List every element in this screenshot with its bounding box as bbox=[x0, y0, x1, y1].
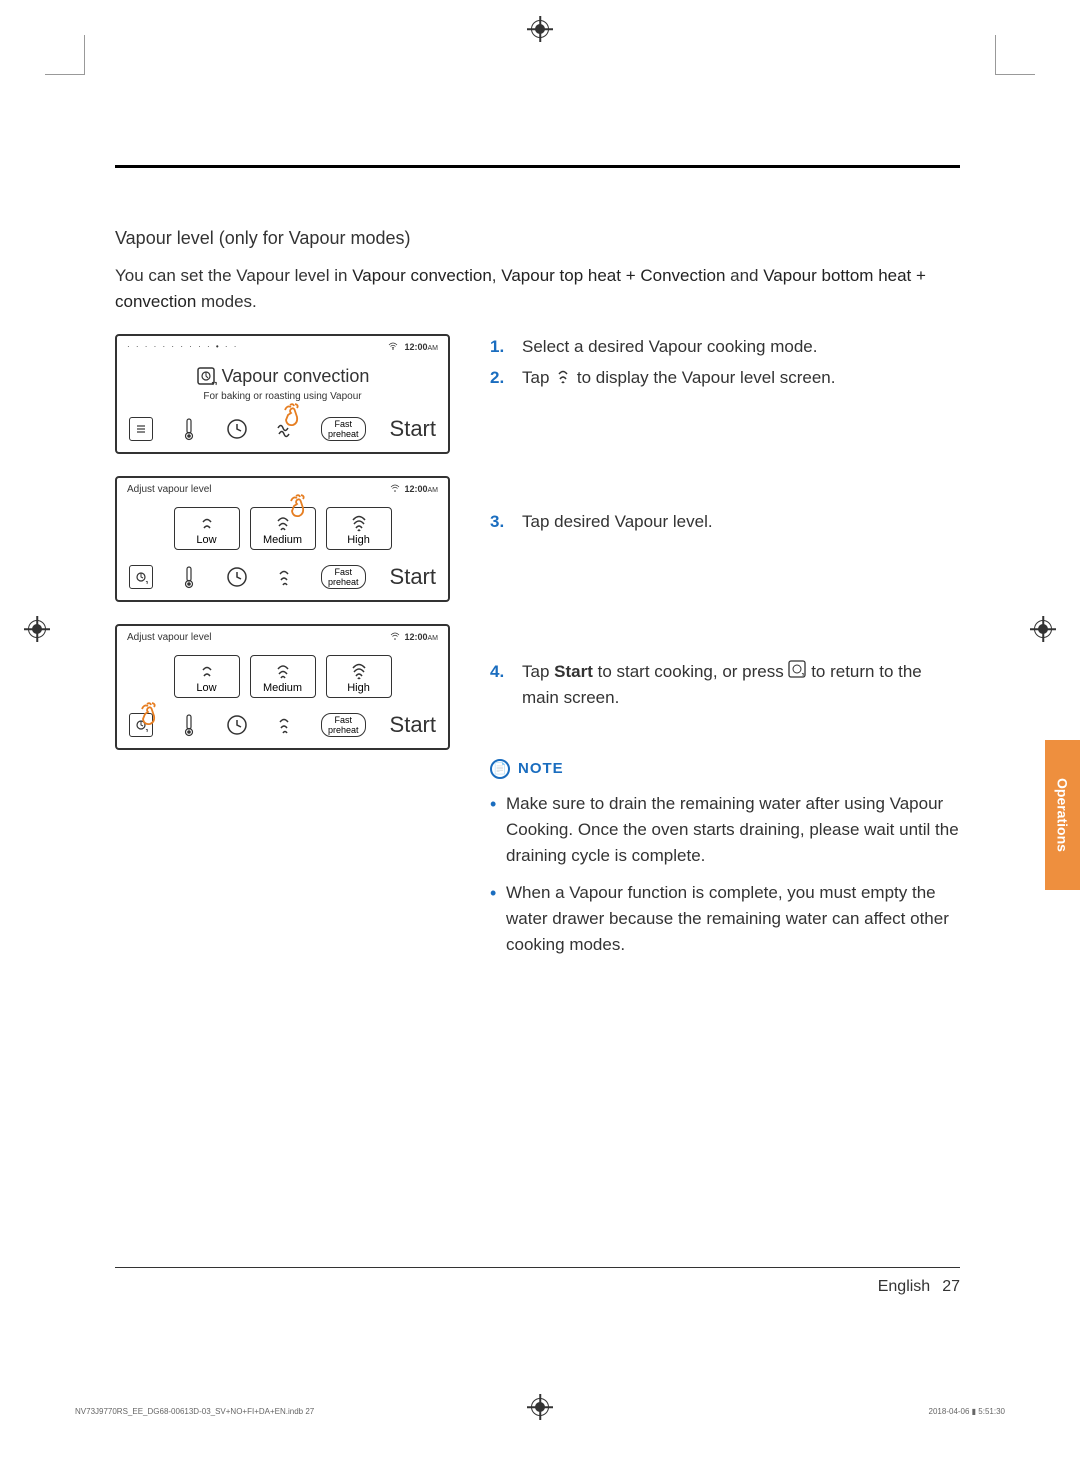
registration-mark-icon bbox=[1034, 620, 1052, 638]
toolbar: Fastpreheat Start bbox=[125, 564, 440, 590]
vapour-high-icon bbox=[327, 662, 391, 682]
screen-header: Adjust vapour level bbox=[127, 632, 212, 643]
level-options: Low Medium High bbox=[125, 655, 440, 698]
level-medium-button[interactable]: Medium bbox=[250, 655, 316, 698]
mode-subtitle: For baking or roasting using Vapour bbox=[125, 391, 440, 402]
clock-icon[interactable] bbox=[225, 565, 249, 589]
mode-inline-icon bbox=[788, 660, 806, 686]
level-high-button[interactable]: High bbox=[326, 507, 392, 550]
vapour-medium-icon bbox=[251, 514, 315, 534]
content-area: Vapour level (only for Vapour modes) You… bbox=[115, 165, 960, 969]
note-label: NOTE bbox=[518, 760, 564, 777]
oven-screen-level-start: Adjust vapour level 12:00AM Low Medium H… bbox=[115, 624, 450, 750]
step-text: Tap to display the Vapour level screen. bbox=[522, 365, 835, 391]
vapour-high-icon bbox=[327, 514, 391, 534]
imprint-filename: NV73J9770RS_EE_DG68-00613D-03_SV+NO+FI+D… bbox=[75, 1407, 314, 1416]
level-low-button[interactable]: Low bbox=[174, 507, 240, 550]
toolbar: Fastpreheat Start bbox=[125, 416, 440, 442]
level-medium-button[interactable]: Medium bbox=[250, 507, 316, 550]
step-text: Tap Start to start cooking, or press to … bbox=[522, 659, 960, 711]
vapour-inline-icon bbox=[554, 366, 572, 392]
page-footer: English 27 bbox=[115, 1267, 960, 1296]
note-list: Make sure to drain the remaining water a… bbox=[490, 791, 960, 959]
vapour-icon[interactable] bbox=[273, 713, 297, 737]
wifi-icon bbox=[388, 342, 401, 352]
step-3: 3. Tap desired Vapour level. bbox=[490, 509, 960, 535]
vapour-medium-icon bbox=[251, 662, 315, 682]
step-group-2: 3. Tap desired Vapour level. bbox=[490, 509, 960, 535]
step-number: 1. bbox=[490, 334, 508, 360]
registration-mark-icon bbox=[28, 620, 46, 638]
status-time: 12:00AM bbox=[390, 484, 438, 494]
intro-text: You can set the Vapour level in Vapour c… bbox=[115, 263, 960, 316]
imprint-line: NV73J9770RS_EE_DG68-00613D-03_SV+NO+FI+D… bbox=[75, 1407, 1005, 1416]
pagination-dots-icon: · · · · · · · · · · • · · bbox=[127, 342, 238, 351]
screenshots-column: · · · · · · · · · · • · · 12:00AM Vapour… bbox=[115, 334, 450, 969]
wifi-icon bbox=[390, 632, 400, 642]
footer-language: English bbox=[878, 1278, 930, 1296]
section-heading: Vapour level (only for Vapour modes) bbox=[115, 228, 960, 249]
page: Vapour level (only for Vapour modes) You… bbox=[0, 0, 1080, 1476]
toolbar: Fastpreheat Start bbox=[125, 712, 440, 738]
step-text: Select a desired Vapour cooking mode. bbox=[522, 334, 817, 360]
screen-header: Adjust vapour level bbox=[127, 484, 212, 495]
vapour-mode-icon bbox=[196, 366, 216, 386]
step-text: Tap desired Vapour level. bbox=[522, 509, 713, 535]
fast-preheat-button[interactable]: Fastpreheat bbox=[321, 565, 366, 589]
imprint-timestamp: 2018-04-06 ▮ 5:51:30 bbox=[929, 1407, 1005, 1416]
start-button[interactable]: Start bbox=[390, 712, 436, 738]
vapour-icon[interactable] bbox=[273, 565, 297, 589]
step-number: 3. bbox=[490, 509, 508, 535]
instructions-column: 1. Select a desired Vapour cooking mode.… bbox=[490, 334, 960, 969]
note-item: When a Vapour function is complete, you … bbox=[490, 880, 960, 959]
level-options: Low Medium High bbox=[125, 507, 440, 550]
note-icon: 📄 bbox=[490, 759, 510, 779]
vapour-icon[interactable] bbox=[273, 417, 297, 441]
wifi-icon bbox=[390, 484, 400, 494]
crop-mark-icon bbox=[995, 35, 1035, 75]
step-2: 2. Tap to display the Vapour level scree… bbox=[490, 365, 960, 391]
status-time: 12:00AM bbox=[388, 342, 438, 352]
start-button[interactable]: Start bbox=[390, 564, 436, 590]
step-1: 1. Select a desired Vapour cooking mode. bbox=[490, 334, 960, 360]
footer-page-number: 27 bbox=[942, 1278, 960, 1296]
two-column-layout: · · · · · · · · · · • · · 12:00AM Vapour… bbox=[115, 334, 960, 969]
note-heading: 📄 NOTE bbox=[490, 759, 960, 779]
section-tab: Operations bbox=[1045, 740, 1080, 890]
oven-screen-level-select: Adjust vapour level 12:00AM Low Medium H… bbox=[115, 476, 450, 602]
crop-mark-icon bbox=[45, 35, 85, 75]
vapour-low-icon bbox=[175, 514, 239, 534]
mode-title: Vapour convection bbox=[125, 366, 440, 387]
status-time: 12:00AM bbox=[390, 632, 438, 642]
menu-icon[interactable] bbox=[129, 417, 153, 441]
step-number: 4. bbox=[490, 659, 508, 711]
level-low-button[interactable]: Low bbox=[174, 655, 240, 698]
oven-screen-vapour-mode: · · · · · · · · · · • · · 12:00AM Vapour… bbox=[115, 334, 450, 454]
note-item: Make sure to drain the remaining water a… bbox=[490, 791, 960, 870]
fast-preheat-button[interactable]: Fastpreheat bbox=[321, 713, 366, 737]
step-group-1: 1. Select a desired Vapour cooking mode.… bbox=[490, 334, 960, 392]
thermometer-icon[interactable] bbox=[177, 713, 201, 737]
start-button[interactable]: Start bbox=[390, 416, 436, 442]
registration-mark-icon bbox=[531, 20, 549, 38]
mode-icon[interactable] bbox=[129, 713, 153, 737]
level-high-button[interactable]: High bbox=[326, 655, 392, 698]
step-group-3: 4. Tap Start to start cooking, or press … bbox=[490, 659, 960, 711]
fast-preheat-button[interactable]: Fastpreheat bbox=[321, 417, 366, 441]
step-number: 2. bbox=[490, 365, 508, 391]
thermometer-icon[interactable] bbox=[177, 417, 201, 441]
vapour-low-icon bbox=[175, 662, 239, 682]
thermometer-icon[interactable] bbox=[177, 565, 201, 589]
clock-icon[interactable] bbox=[225, 417, 249, 441]
mode-icon[interactable] bbox=[129, 565, 153, 589]
step-4: 4. Tap Start to start cooking, or press … bbox=[490, 659, 960, 711]
horizontal-rule bbox=[115, 165, 960, 168]
clock-icon[interactable] bbox=[225, 713, 249, 737]
